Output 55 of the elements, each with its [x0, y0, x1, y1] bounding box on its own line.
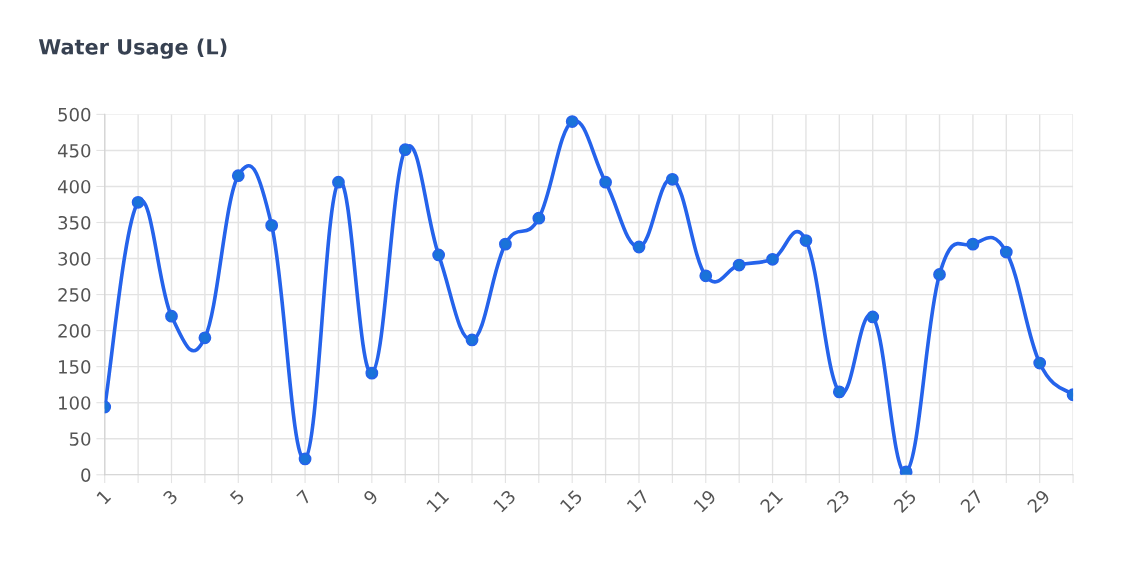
- y-tick-label: 150: [59, 360, 91, 374]
- y-tick-label: 450: [57, 143, 91, 158]
- point: [966, 237, 980, 251]
- point: [365, 366, 379, 380]
- x-tick-label: 15: [559, 489, 583, 513]
- point: [866, 310, 880, 324]
- point: [499, 237, 512, 251]
- chart-title: Water Usage (L): [38, 38, 227, 59]
- y-tick-label: 350: [58, 215, 91, 230]
- x-tick-label: 13: [492, 489, 517, 513]
- point: [332, 175, 345, 189]
- point: [933, 268, 946, 281]
- x-tick-label: 17: [626, 489, 650, 513]
- point: [699, 269, 713, 283]
- x-tick-label: 23: [826, 489, 851, 514]
- point: [665, 172, 679, 186]
- point: [565, 115, 579, 128]
- point: [1033, 356, 1047, 370]
- x-tick-label: 29: [1026, 489, 1051, 514]
- point: [165, 309, 178, 323]
- point: [999, 245, 1013, 259]
- point: [298, 452, 312, 466]
- y-tick-label: 250: [58, 288, 91, 302]
- x-tick-label: 1: [96, 489, 112, 505]
- point: [899, 465, 913, 475]
- x-tick-label: 19: [693, 489, 717, 513]
- y-tick-label: 0: [81, 468, 91, 482]
- point: [532, 211, 546, 225]
- point: [231, 169, 245, 183]
- point: [465, 333, 479, 347]
- x-tick-label: 5: [229, 489, 245, 505]
- point: [265, 218, 279, 232]
- point: [732, 258, 746, 272]
- point: [198, 331, 212, 345]
- y-tick-label: 200: [58, 324, 91, 338]
- y-tick-label: 300: [58, 252, 91, 266]
- x-tick-label: 25: [892, 489, 917, 514]
- point: [632, 240, 646, 254]
- point: [599, 175, 612, 189]
- point: [131, 195, 145, 209]
- x-tick-label: 27: [959, 489, 984, 513]
- y-tick-label: 500: [58, 107, 91, 122]
- point: [799, 234, 813, 247]
- point: [832, 385, 846, 399]
- x-tick-label: 11: [426, 489, 450, 513]
- y-tick-label: 100: [59, 396, 91, 410]
- x-tick-label: 3: [162, 489, 179, 505]
- point: [432, 248, 446, 262]
- point: [766, 252, 779, 266]
- y-tick-label: 400: [57, 179, 91, 194]
- y-tick-label: 50: [69, 432, 91, 446]
- point: [398, 143, 412, 157]
- x-tick-label: 9: [362, 489, 379, 506]
- x-tick-label: 7: [296, 489, 312, 505]
- x-tick-label: 21: [759, 489, 784, 513]
